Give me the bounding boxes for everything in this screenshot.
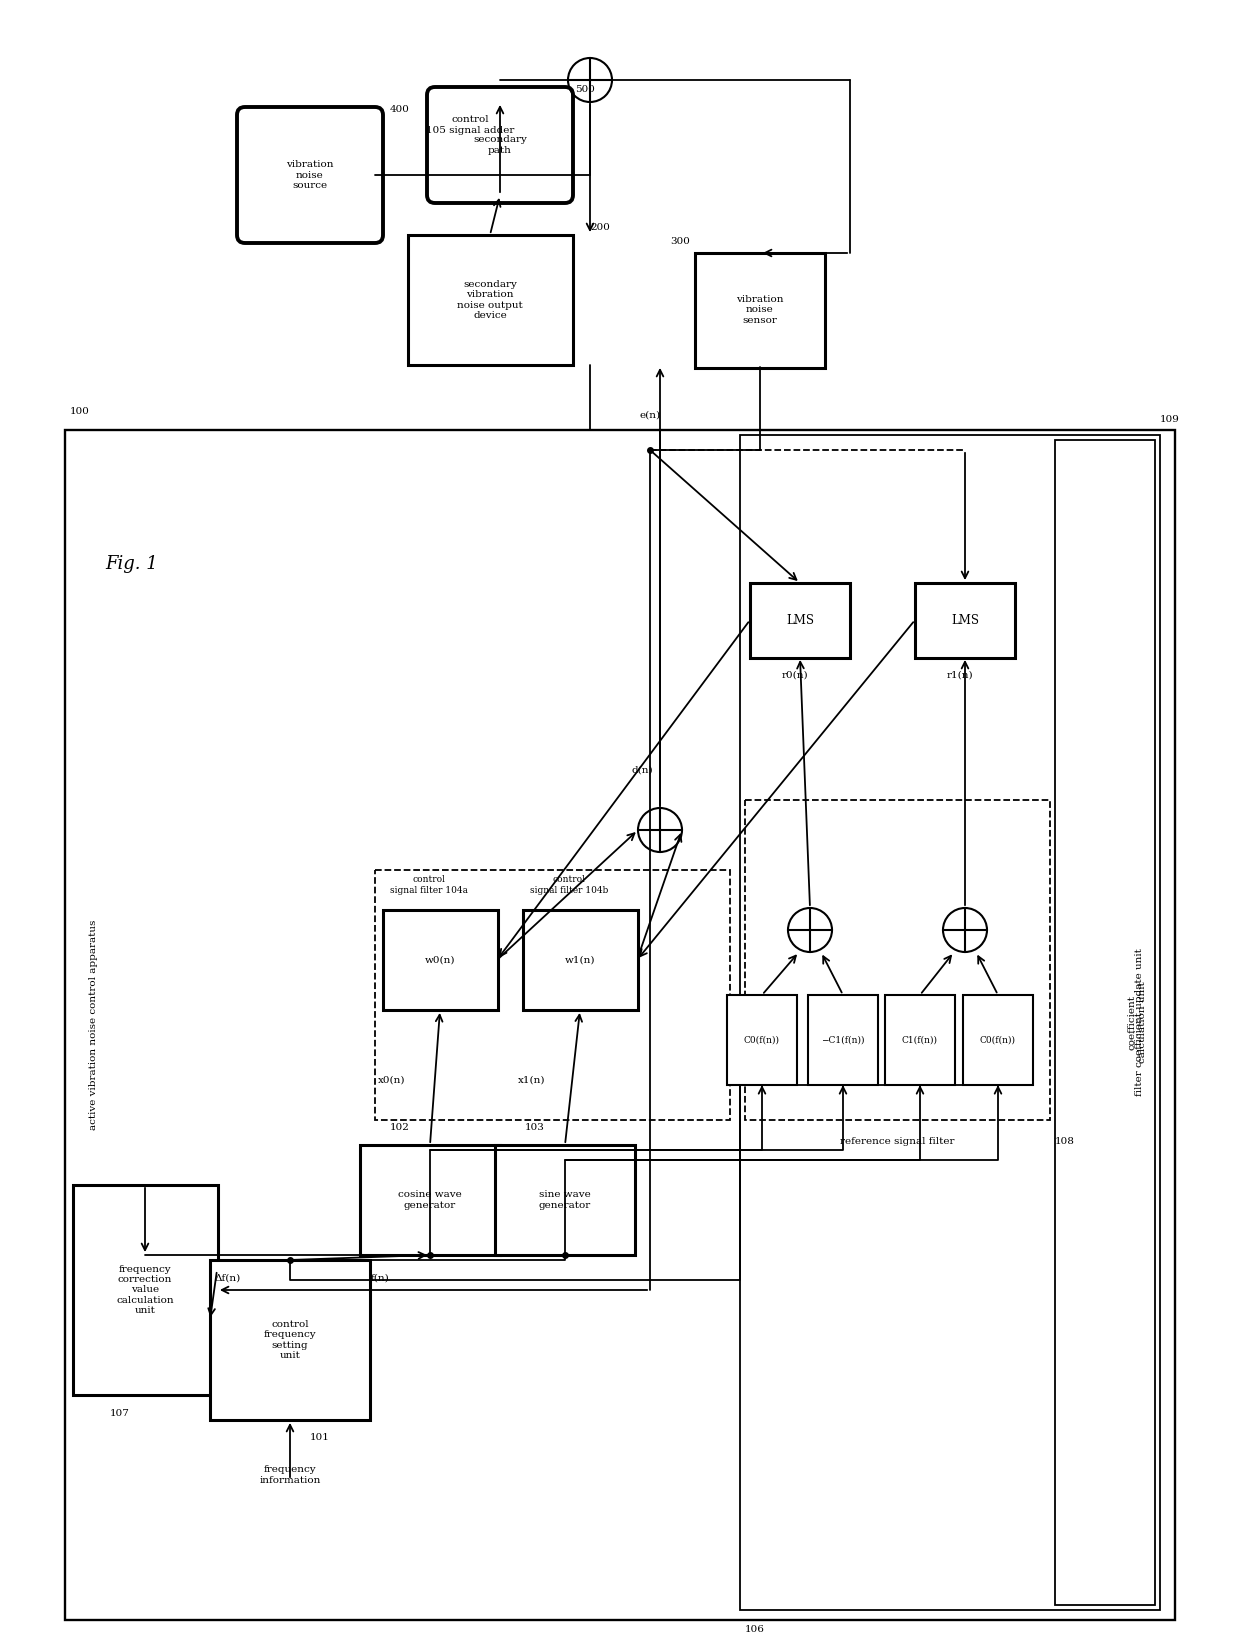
Text: vibration
noise
sensor: vibration noise sensor: [737, 296, 784, 325]
FancyBboxPatch shape: [237, 107, 383, 243]
Text: 108: 108: [1055, 1138, 1075, 1146]
Text: cosine wave
generator: cosine wave generator: [398, 1191, 461, 1209]
Text: control
frequency
setting
unit: control frequency setting unit: [264, 1320, 316, 1360]
Bar: [495, 1145, 635, 1256]
Text: secondary
path: secondary path: [474, 135, 527, 155]
Text: 102: 102: [391, 1122, 410, 1132]
Bar: [360, 1145, 500, 1256]
Text: C0(f(n)): C0(f(n)): [744, 1036, 780, 1044]
Text: secondary
vibration
noise output
device: secondary vibration noise output device: [458, 279, 523, 320]
Bar: [915, 583, 1016, 657]
Text: filter coefficient update unit: filter coefficient update unit: [1136, 948, 1145, 1097]
Bar: [408, 235, 573, 365]
Text: 101: 101: [310, 1434, 330, 1442]
Text: Δf(n): Δf(n): [215, 1274, 241, 1282]
Text: LMS: LMS: [786, 613, 813, 626]
Text: −C1(f(n)): −C1(f(n)): [821, 1036, 864, 1044]
Bar: [374, 871, 730, 1120]
Text: reference signal filter: reference signal filter: [841, 1138, 955, 1146]
Text: 100: 100: [69, 408, 89, 416]
Text: vibration
noise
source: vibration noise source: [286, 160, 334, 190]
Text: Fig. 1: Fig. 1: [105, 555, 157, 573]
Bar: [963, 995, 1033, 1085]
Bar: [885, 995, 955, 1085]
Bar: [210, 1260, 370, 1421]
Text: C0(f(n)): C0(f(n)): [980, 1036, 1016, 1044]
Bar: [1055, 439, 1154, 1606]
Text: control
signal filter 104a: control signal filter 104a: [391, 876, 467, 895]
FancyBboxPatch shape: [427, 88, 573, 203]
Text: C1(f(n)): C1(f(n)): [901, 1036, 937, 1044]
Text: sine wave
generator: sine wave generator: [539, 1191, 591, 1209]
Text: x0(n): x0(n): [377, 1075, 405, 1084]
Bar: [72, 1184, 217, 1394]
Text: active vibration noise control apparatus: active vibration noise control apparatus: [88, 920, 98, 1130]
Text: r0(n): r0(n): [781, 671, 808, 681]
Text: frequency
information: frequency information: [259, 1465, 321, 1485]
Text: 107: 107: [110, 1409, 130, 1417]
Text: x1(n): x1(n): [517, 1075, 546, 1084]
Bar: [727, 995, 797, 1085]
Bar: [382, 910, 497, 1009]
Text: e(n): e(n): [640, 410, 661, 420]
Text: 500: 500: [575, 86, 595, 94]
Text: w1(n): w1(n): [564, 955, 595, 965]
Text: 106: 106: [745, 1626, 765, 1634]
Text: 200: 200: [590, 223, 610, 233]
Text: control
signal filter 104b: control signal filter 104b: [529, 876, 609, 895]
Text: frequency
correction
value
calculation
unit: frequency correction value calculation u…: [117, 1265, 174, 1315]
Bar: [750, 583, 849, 657]
Text: control
105 signal adder: control 105 signal adder: [425, 116, 515, 135]
Bar: [64, 430, 1176, 1621]
Bar: [745, 800, 1050, 1120]
Bar: [740, 434, 1159, 1611]
Text: 109: 109: [1159, 416, 1180, 425]
Text: r1(n): r1(n): [946, 671, 973, 681]
Text: 103: 103: [525, 1122, 544, 1132]
Text: coefficient
calculation unit: coefficient calculation unit: [1127, 981, 1147, 1064]
Bar: [522, 910, 637, 1009]
Text: 300: 300: [670, 238, 689, 246]
Bar: [694, 253, 825, 367]
Text: LMS: LMS: [951, 613, 980, 626]
Text: w0(n): w0(n): [425, 955, 455, 965]
Text: d(n): d(n): [631, 765, 652, 775]
Text: 400: 400: [391, 106, 410, 114]
Text: f(n): f(n): [371, 1274, 389, 1282]
Bar: [808, 995, 878, 1085]
